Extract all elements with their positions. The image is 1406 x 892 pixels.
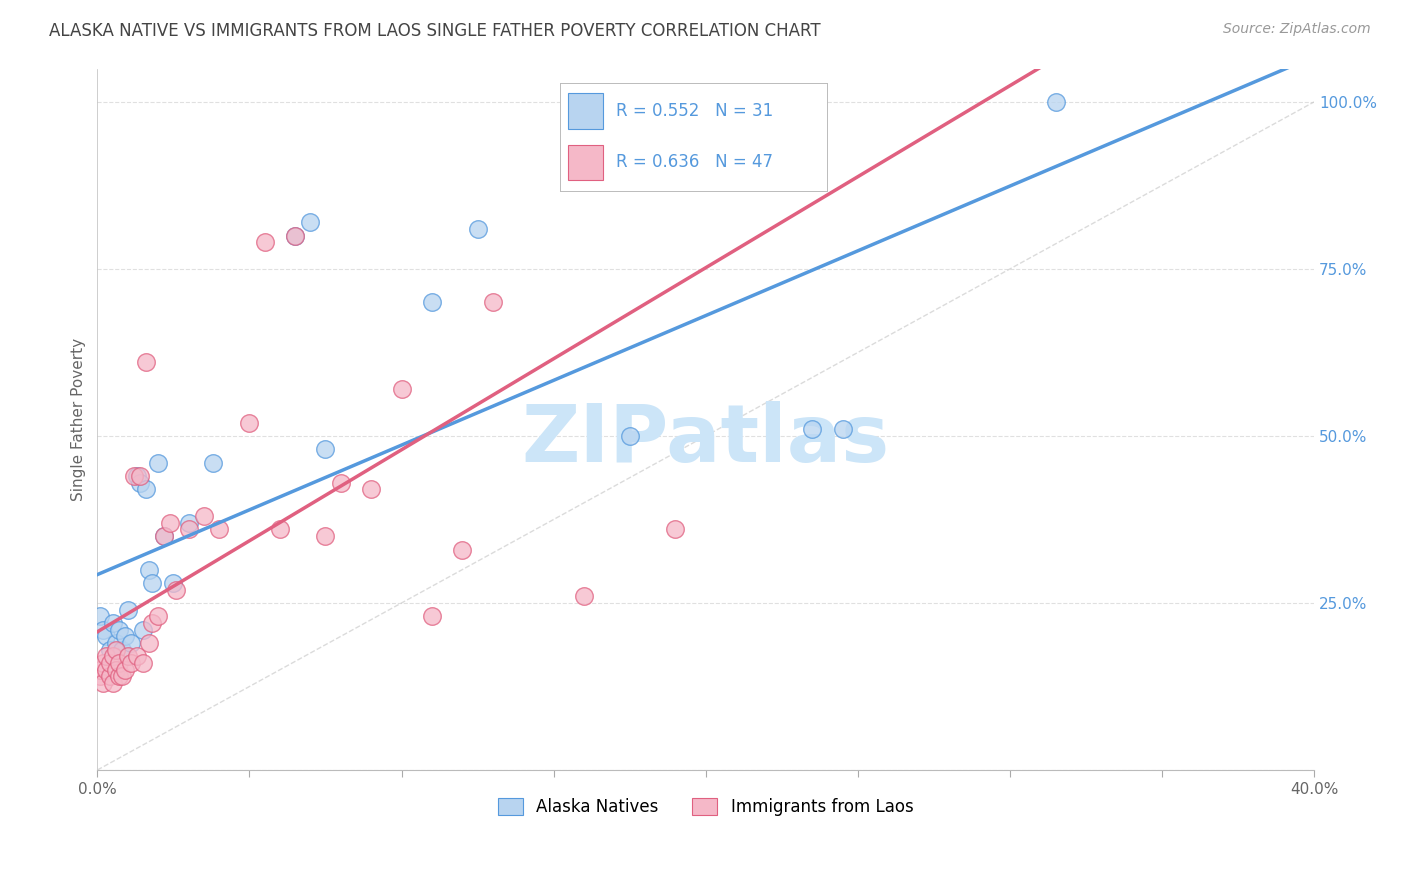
Y-axis label: Single Father Poverty: Single Father Poverty — [72, 338, 86, 500]
Point — [299, 215, 322, 229]
Point — [138, 636, 160, 650]
Point — [89, 609, 111, 624]
Point — [177, 523, 200, 537]
Point — [125, 649, 148, 664]
Point — [801, 422, 824, 436]
Point — [831, 422, 853, 436]
Point — [96, 649, 118, 664]
Point — [284, 228, 307, 243]
Point — [93, 676, 115, 690]
Point — [129, 475, 152, 490]
Point — [107, 669, 129, 683]
Point — [284, 228, 307, 243]
Point — [314, 529, 336, 543]
Point — [98, 669, 121, 683]
Point — [104, 636, 127, 650]
Point — [238, 416, 260, 430]
Point — [165, 582, 187, 597]
Point — [104, 642, 127, 657]
Point — [193, 509, 215, 524]
Text: Source: ZipAtlas.com: Source: ZipAtlas.com — [1223, 22, 1371, 37]
Point — [122, 469, 145, 483]
Text: ZIPatlas: ZIPatlas — [522, 401, 890, 479]
Point — [201, 456, 224, 470]
Point — [1045, 95, 1067, 109]
Point — [120, 636, 142, 650]
Point — [572, 589, 595, 603]
Point — [159, 516, 181, 530]
Point — [253, 235, 276, 250]
Point — [148, 609, 170, 624]
Point — [132, 623, 155, 637]
Legend: Alaska Natives, Immigrants from Laos: Alaska Natives, Immigrants from Laos — [489, 790, 921, 825]
Point — [93, 656, 115, 670]
Point — [132, 656, 155, 670]
Point — [93, 623, 115, 637]
Point — [101, 615, 124, 630]
Point — [96, 629, 118, 643]
Point — [120, 656, 142, 670]
Point — [177, 516, 200, 530]
Point — [104, 663, 127, 677]
Point — [664, 523, 686, 537]
Point — [117, 602, 139, 616]
Point — [111, 642, 134, 657]
Point — [420, 295, 443, 310]
Point — [125, 469, 148, 483]
Point — [129, 469, 152, 483]
Point — [481, 295, 503, 310]
Point — [135, 483, 157, 497]
Point — [138, 563, 160, 577]
Point — [98, 642, 121, 657]
Point — [329, 475, 352, 490]
Point — [101, 676, 124, 690]
Point — [141, 576, 163, 591]
Point — [391, 382, 413, 396]
Point — [162, 576, 184, 591]
Point — [101, 649, 124, 664]
Point — [107, 623, 129, 637]
Point — [89, 663, 111, 677]
Point — [269, 523, 291, 537]
Point — [695, 95, 717, 109]
Point — [117, 649, 139, 664]
Point — [114, 629, 136, 643]
Point — [360, 483, 382, 497]
Point — [89, 669, 111, 683]
Point — [420, 609, 443, 624]
Point — [208, 523, 231, 537]
Point — [725, 95, 748, 109]
Point — [111, 669, 134, 683]
Point — [141, 615, 163, 630]
Point — [135, 355, 157, 369]
Point — [107, 656, 129, 670]
Point — [467, 222, 489, 236]
Point — [314, 442, 336, 457]
Point — [114, 663, 136, 677]
Point — [96, 663, 118, 677]
Point — [619, 429, 641, 443]
Point — [98, 656, 121, 670]
Point — [153, 529, 176, 543]
Point — [148, 456, 170, 470]
Point — [451, 542, 474, 557]
Text: ALASKA NATIVE VS IMMIGRANTS FROM LAOS SINGLE FATHER POVERTY CORRELATION CHART: ALASKA NATIVE VS IMMIGRANTS FROM LAOS SI… — [49, 22, 821, 40]
Point — [153, 529, 176, 543]
